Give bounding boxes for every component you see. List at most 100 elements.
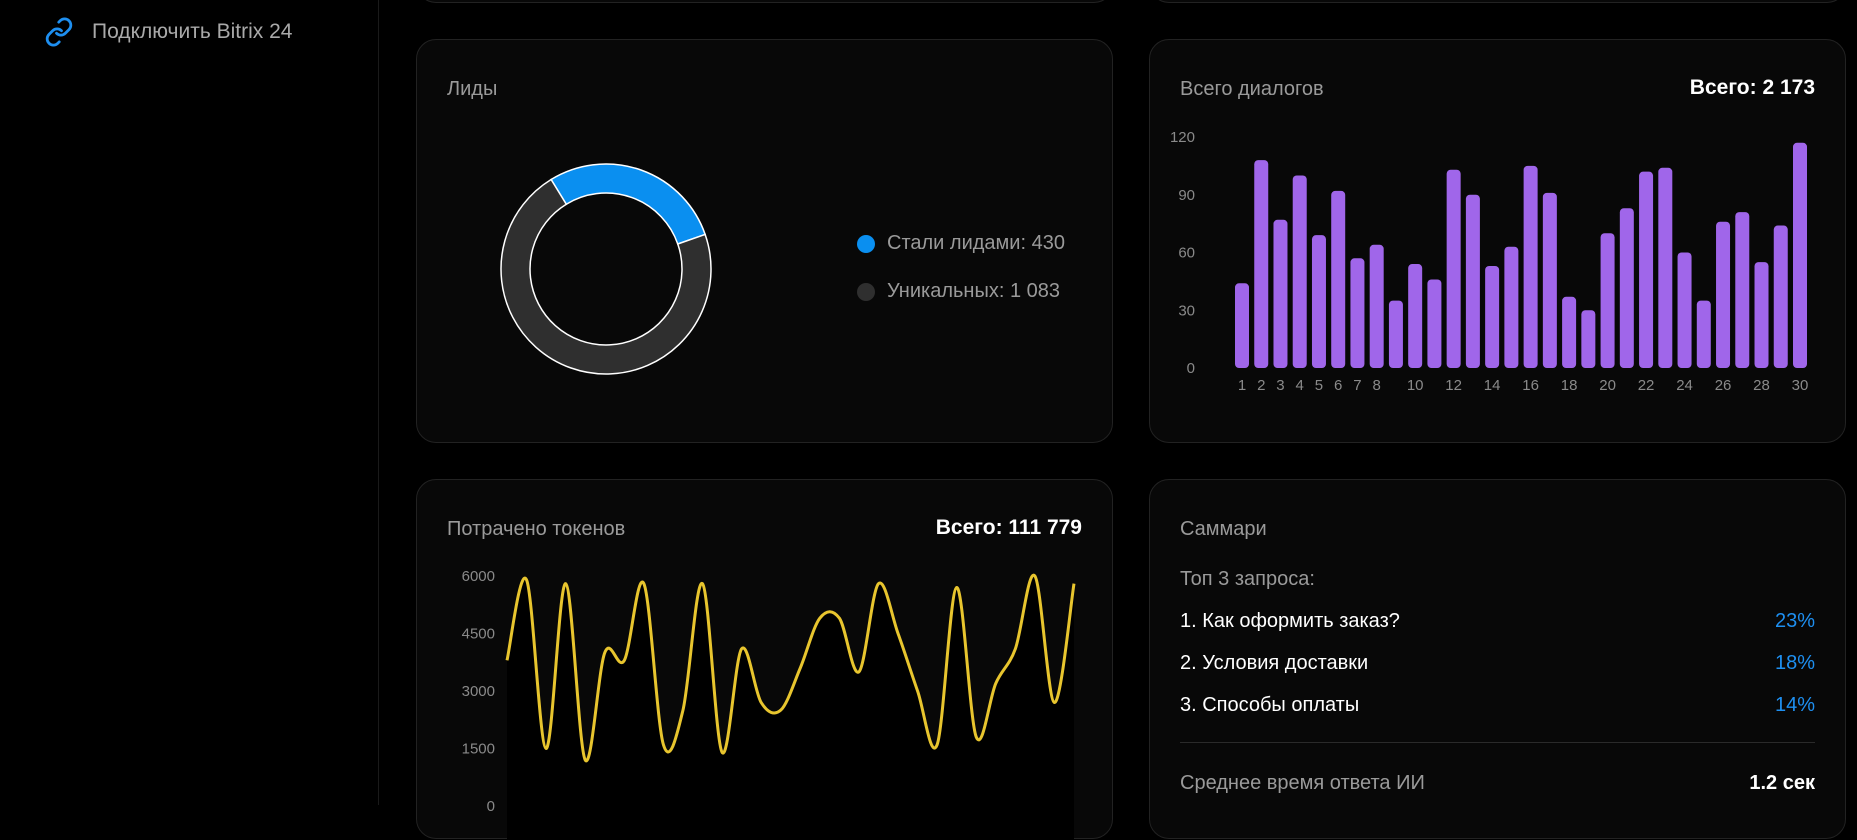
bar [1639,171,1654,368]
bar [1619,208,1634,368]
bar [1331,190,1346,368]
bar [1581,310,1596,368]
donut-slice-1 [550,163,707,245]
series-line [505,573,1076,763]
sidebar-item-label: Подключить Bitrix 24 [92,20,293,43]
bar [1254,160,1269,368]
x-tick-label: 7 [1353,377,1361,394]
card-title: Саммари [1180,518,1267,540]
x-tick-label: 22 [1638,377,1655,394]
bar [1677,252,1692,368]
card-top-edge [1149,0,1847,3]
divider [1180,742,1815,743]
x-tick-label: 3 [1276,377,1284,394]
x-tick-label: 30 [1792,377,1809,394]
bar [1369,244,1384,368]
x-tick-label: 24 [1676,377,1693,394]
bar [1696,300,1711,368]
bar [1446,169,1461,368]
summary-row: 1. Как оформить заказ? 23% [1180,610,1815,633]
summary-row: 3. Способы оплаты 14% [1180,694,1815,717]
tokens-card: Потрачено токенов Всего: 111 779 0 1500 30… [416,479,1113,840]
y-tick-label: 3000 [462,683,495,700]
sidebar: Подключить Bitrix 24 [0,0,379,805]
leads-donut-chart [500,163,712,375]
x-tick-label: 2 [1257,377,1265,394]
donut-slice-2 [500,178,712,375]
bar [1427,279,1442,368]
query-text: 2. Условия доставки [1180,652,1369,674]
bar [1542,192,1557,368]
y-tick-label: 1500 [462,741,495,758]
x-tick-label: 18 [1561,377,1578,394]
bar [1523,165,1538,368]
bar [1562,296,1577,368]
bar [1388,300,1403,368]
tokens-line-chart: 0 1500 3000 4500 6000 [462,568,1076,840]
query-text: 1. Как оформить заказ? [1180,610,1400,632]
summary-row: 2. Условия доставки 18% [1180,652,1815,675]
query-percent: 23% [1774,610,1815,632]
x-tick-label: 1 [1238,377,1246,394]
card-title: Потрачено токенов [447,518,626,540]
query-text: 3. Способы оплаты [1180,694,1360,716]
query-percent: 14% [1774,694,1815,716]
bar [1311,235,1326,368]
y-tick-label: 120 [1170,129,1195,146]
avg-response-label: Среднее время ответа ИИ [1180,772,1425,794]
bar [1350,258,1365,368]
bar [1658,167,1673,368]
legend-item-leads: Стали лидами: 430 [857,232,1065,255]
bar [1793,142,1807,368]
x-tick-label: 4 [1296,377,1304,394]
leads-card: Лиды Стали лидами: 430 Уникальных: 1 083 [416,39,1113,443]
legend-dot [857,282,875,301]
card-total: Всего: 2 173 [1689,76,1815,99]
card-top-edge [416,0,1114,3]
top-queries-label: Топ 3 запроса: [1180,568,1315,590]
bar [1504,246,1519,368]
x-tick-label: 12 [1445,377,1462,394]
x-tick-label: 10 [1407,377,1424,394]
y-tick-label: 30 [1178,302,1195,319]
x-tick-label: 16 [1522,377,1539,394]
y-tick-label: 60 [1178,245,1195,262]
legend-item-unique: Уникальных: 1 083 [857,280,1060,303]
card-title: Всего диалогов [1180,78,1324,100]
bar [1408,264,1423,368]
bar [1465,194,1480,368]
bar [1735,212,1750,368]
bar [1292,175,1307,368]
x-tick-label: 20 [1599,377,1616,394]
legend-label: Стали лидами: 430 [887,232,1065,254]
query-percent: 18% [1774,652,1815,674]
y-tick-label: 0 [487,798,495,815]
y-tick-label: 90 [1178,187,1195,204]
dialogs-card: Всего диалогов Всего: 2 173 0 30 60 90 120 1 2… [1149,39,1846,443]
summary-card: Саммари Топ 3 запроса: 1. Как оформить з… [1149,479,1846,839]
x-tick-label: 28 [1753,377,1770,394]
legend-label: Уникальных: 1 083 [887,280,1061,302]
avg-response-value: 1.2 сек [1749,772,1815,794]
x-tick-label: 14 [1484,377,1501,394]
card-total: Всего: 111 779 [935,516,1082,539]
area-fill [507,575,1074,840]
legend-dot [857,234,875,253]
sidebar-item-connect-bitrix[interactable]: Подключить Bitrix 24 [44,14,292,50]
bar [1754,262,1769,368]
x-tick-label: 5 [1315,377,1323,394]
bar [1600,233,1615,368]
x-tick-label: 8 [1373,377,1381,394]
bar [1773,225,1788,368]
link-icon [44,14,74,50]
bar [1235,283,1249,368]
y-tick-label: 0 [1187,360,1195,377]
y-tick-label: 4500 [462,626,495,643]
card-title: Лиды [447,78,498,100]
x-tick-label: 6 [1334,377,1342,394]
bar [1716,221,1731,368]
bar [1485,265,1500,368]
bar [1273,219,1288,368]
avg-response-row: Среднее время ответа ИИ 1.2 сек [1180,772,1815,795]
